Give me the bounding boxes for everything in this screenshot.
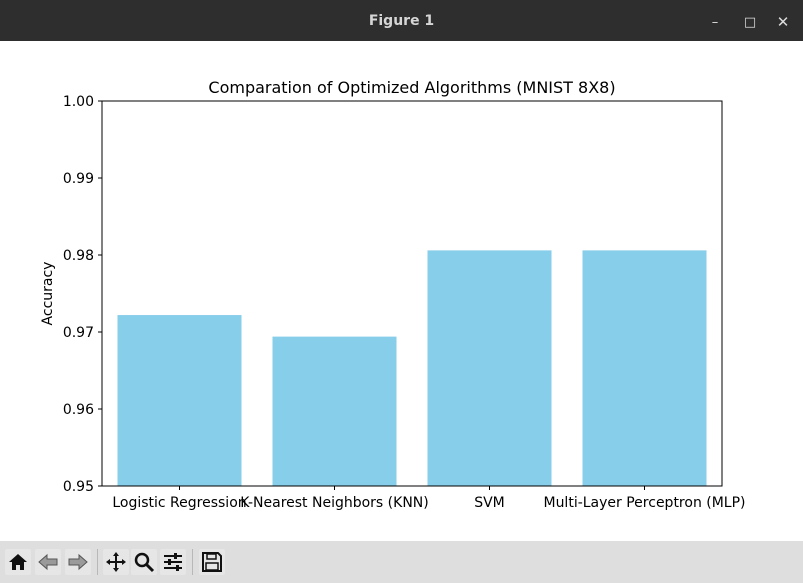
figure-canvas[interactable]: 0.95 0.96 0.97 0.98 0.99 1.00 Logistic Regres… bbox=[0, 41, 803, 541]
x-tick-label: Logistic Regression bbox=[112, 495, 246, 511]
y-tick-label: 0.95 bbox=[63, 479, 94, 495]
arrow-left-icon bbox=[38, 553, 58, 571]
arrow-right-icon bbox=[68, 553, 88, 571]
configure-subplots-button[interactable] bbox=[160, 549, 186, 575]
maximize-button[interactable]: □ bbox=[743, 14, 757, 30]
bar bbox=[427, 250, 552, 486]
move-icon bbox=[106, 552, 126, 572]
pan-button[interactable] bbox=[103, 549, 129, 575]
home-button[interactable] bbox=[5, 549, 31, 575]
x-tick-label: K-Nearest Neighbors (KNN) bbox=[240, 495, 428, 511]
minimize-button[interactable]: – bbox=[711, 14, 719, 30]
toolbar-separator bbox=[97, 549, 98, 575]
y-tick-label: 0.98 bbox=[63, 248, 94, 264]
y-tick-label: 0.97 bbox=[63, 325, 94, 341]
floppy-disk-icon bbox=[202, 552, 222, 572]
bar bbox=[272, 336, 397, 486]
home-icon bbox=[9, 554, 27, 570]
magnifier-icon bbox=[134, 552, 155, 573]
window-titlebar: Figure 1 – □ ✕ bbox=[0, 0, 803, 42]
window-title: Figure 1 bbox=[368, 13, 435, 29]
chart-title: Comparation of Optimized Algorithms (MNI… bbox=[208, 78, 615, 97]
toolbar-separator bbox=[192, 549, 193, 575]
navigation-toolbar bbox=[0, 541, 803, 583]
x-tick-label: SVM bbox=[474, 495, 505, 511]
y-axis-label: Accuracy bbox=[40, 262, 56, 326]
sliders-icon bbox=[164, 553, 182, 571]
bar bbox=[582, 250, 707, 486]
save-button[interactable] bbox=[199, 549, 225, 575]
close-button[interactable]: ✕ bbox=[776, 13, 790, 31]
y-tick-label: 0.96 bbox=[63, 402, 94, 418]
zoom-button[interactable] bbox=[131, 549, 157, 575]
x-tick-label: Multi-Layer Perceptron (MLP) bbox=[543, 495, 745, 511]
bar-chart: 0.95 0.96 0.97 0.98 0.99 1.00 Logistic Regres… bbox=[40, 78, 746, 511]
bar bbox=[117, 315, 242, 486]
back-button[interactable] bbox=[35, 549, 61, 575]
y-tick-label: 0.99 bbox=[63, 171, 94, 187]
y-tick-label: 1.00 bbox=[63, 94, 94, 110]
axes-frame bbox=[101, 100, 723, 487]
forward-button[interactable] bbox=[65, 549, 91, 575]
